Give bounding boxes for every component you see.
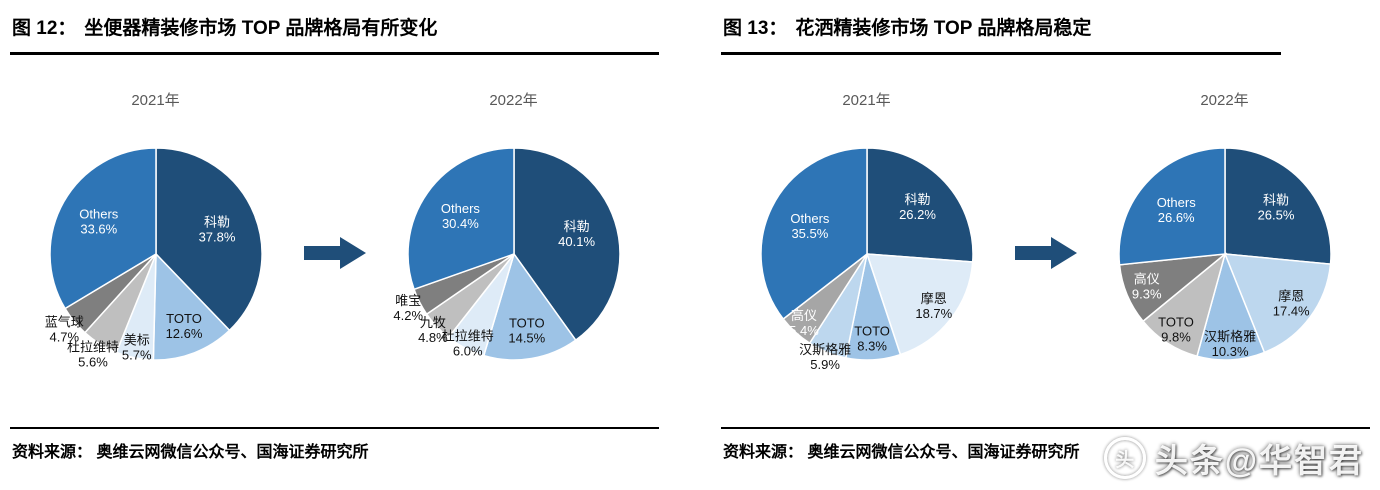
pie-label-科勒: 科勒 26.5% — [1257, 193, 1294, 223]
pie-label-摩恩: 摩恩 17.4% — [1272, 289, 1309, 319]
pie-label-汉斯格雅: 汉斯格雅 10.3% — [1204, 329, 1256, 359]
year-label-2021: 2021年 — [842, 92, 891, 109]
pie-label-九牧: 九牧 4.8% — [418, 315, 448, 345]
pie-chart-shower-2022: 科勒 26.5% 摩恩 17.4% 汉斯格雅 10.3% TOTO 9.8% 高仪 9.3% Oth… — [1117, 147, 1332, 361]
figure-13-title-text: 花洒精装修市场 TOP 品牌格局稳定 — [795, 18, 1092, 39]
figure-12: 图 12： 坐便器精装修市场 TOP 品牌格局有所变化 2021年 科勒 37.8%… — [10, 12, 659, 462]
pie-label-美标: 美标 5.7% — [121, 332, 151, 362]
pie-chart-toilet-2022: 科勒 40.1% TOTO 14.5% 杜拉维特 6.0%九牧 4.8%唯宝 4.2% Othe… — [393, 147, 621, 361]
pie-label-Others: Others 30.4% — [440, 201, 480, 231]
year-label-2022: 2022年 — [1200, 92, 1249, 109]
figure-13-pie-2021-block: 2021年 科勒 26.2% 摩恩 18.7% TOTO 8.3% 汉斯格雅 5.9% 高仪 5.… — [727, 89, 1007, 415]
pie-slice-汉斯格雅 — [1195, 251, 1265, 361]
pie-slice-Others — [48, 147, 157, 310]
pie-slice-科勒 — [512, 147, 621, 342]
pie-label-Others: Others 33.6% — [79, 207, 119, 237]
pie-label-科勒: 科勒 26.2% — [899, 192, 936, 222]
pie-label-Others: Others 35.5% — [790, 211, 830, 241]
pie-chart-toilet-2021: 科勒 37.8% TOTO 12.6% 美标 5.7%杜拉维特 5.6%蓝气球 4.7% Oth… — [44, 147, 263, 370]
figure-13-title: 图 13： 花洒精装修市场 TOP 品牌格局稳定 — [721, 12, 1282, 55]
pie-slice-科勒 — [154, 147, 263, 332]
figure-12-title: 图 12： 坐便器精装修市场 TOP 品牌格局有所变化 — [10, 12, 659, 55]
pie-label-杜拉维特: 杜拉维特 5.6% — [66, 340, 118, 370]
arrow-right-icon — [1014, 235, 1077, 415]
figure-13-charts: 2021年 科勒 26.2% 摩恩 18.7% TOTO 8.3% 汉斯格雅 5.9% 高仪 5.… — [721, 55, 1370, 415]
pie-slice-摩恩 — [865, 253, 974, 356]
pie-slice-Others — [1117, 147, 1226, 266]
pie-label-高仪: 高仪 9.3% — [1131, 272, 1161, 302]
pie-slice-Others — [759, 147, 868, 321]
pie-slice-摩恩 — [1223, 253, 1331, 354]
pie-label-科勒: 科勒 37.8% — [198, 214, 235, 244]
pie-label-高仪: 高仪 5.4% — [789, 308, 819, 338]
pie-label-杜拉维特: 杜拉维特 6.0% — [441, 328, 493, 358]
pie-label-汉斯格雅: 汉斯格雅 5.9% — [799, 342, 851, 372]
pie-label-蓝气球: 蓝气球 4.7% — [44, 314, 83, 344]
pie-label-摩恩: 摩恩 18.7% — [915, 291, 952, 321]
pie-label-Others: Others 26.6% — [1156, 195, 1196, 225]
pie-slice-Others — [406, 147, 515, 291]
figure-12-charts: 2021年 科勒 37.8% TOTO 12.6% 美标 5.7% 杜拉维特 5.6% 蓝气球 4… — [10, 55, 659, 415]
arrow-right-icon — [303, 235, 366, 415]
year-label-2021: 2021年 — [131, 92, 180, 109]
figure-12-pie-2021-block: 2021年 科勒 37.8% TOTO 12.6% 美标 5.7% 杜拉维特 5.6% 蓝气球 4… — [16, 89, 296, 415]
figure-13-source-note: 资料来源： 奥维云网微信公众号、国海证券研究所 — [721, 427, 1370, 462]
figure-13-label: 图 13： — [723, 18, 788, 39]
figure-13-pie-2022-block: 2022年 科勒 26.5% 摩恩 17.4% 汉斯格雅 10.3% TOTO 9.8% 高仪 9… — [1085, 89, 1365, 415]
figures-row: 图 12： 坐便器精装修市场 TOP 品牌格局有所变化 2021年 科勒 37.8%… — [10, 12, 1370, 462]
pie-slice-科勒 — [865, 147, 974, 263]
pie-label-科勒: 科勒 40.1% — [558, 219, 595, 249]
pie-label-TOTO: TOTO 9.8% — [1158, 315, 1194, 345]
pie-label-唯宝: 唯宝 4.2% — [393, 293, 423, 323]
figure-12-source-note: 资料来源： 奥维云网微信公众号、国海证券研究所 — [10, 427, 659, 462]
figure-12-title-text: 坐便器精装修市场 TOP 品牌格局有所变化 — [84, 18, 438, 39]
pie-chart-shower-2021: 科勒 26.2% 摩恩 18.7% TOTO 8.3%汉斯格雅 5.9% 高仪 5.4% Othe… — [759, 147, 974, 372]
pie-slice-科勒 — [1223, 147, 1332, 265]
figure-12-label: 图 12： — [12, 18, 77, 39]
figure-12-pie-2022-block: 2022年 科勒 40.1% TOTO 14.5% 杜拉维特 6.0% 九牧 4.8% 唯宝 4.… — [374, 89, 654, 415]
pie-label-TOTO: TOTO 14.5% — [508, 315, 545, 345]
figure-13: 图 13： 花洒精装修市场 TOP 品牌格局稳定 2021年 科勒 26.2% 摩恩 1… — [721, 12, 1370, 462]
pie-slice-TOTO — [152, 252, 231, 361]
pie-label-TOTO: TOTO 8.3% — [854, 324, 890, 354]
year-label-2022: 2022年 — [489, 92, 538, 109]
pie-label-TOTO: TOTO 12.6% — [165, 311, 202, 341]
